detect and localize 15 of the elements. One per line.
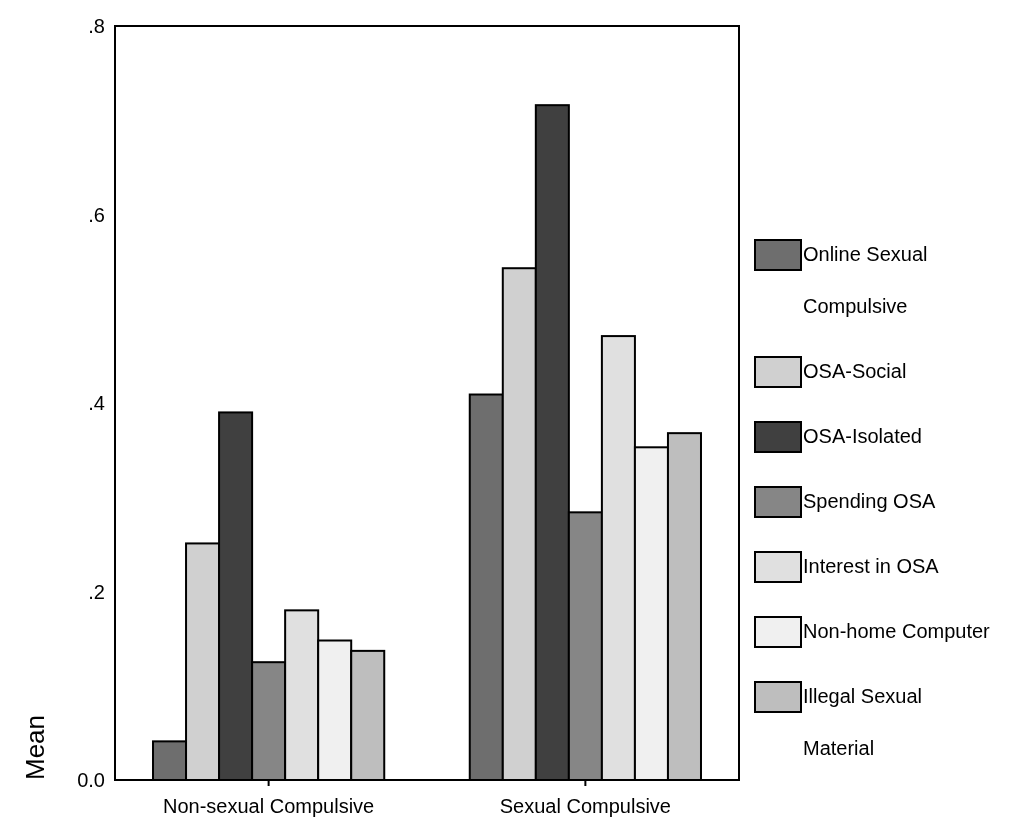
y-tick-label: 0.0 — [77, 769, 105, 791]
x-tick-label: Sexual Compulsive — [499, 795, 671, 817]
y-tick-label: .6 — [88, 203, 105, 226]
legend-label: OSA-Isolated — [803, 425, 922, 447]
y-axis-title: Mean — [20, 714, 50, 780]
text: Illegal Sexual Material — [803, 685, 922, 759]
legend-label: Interest in OSA — [803, 555, 940, 577]
x-tick-label: Non-sexual Compulsive — [163, 795, 375, 817]
text: Online Sexual Compulsive — [803, 243, 928, 317]
legend-label: Spending OSA — [803, 490, 936, 512]
legend-label: Non-home Computer — [803, 620, 991, 642]
y-tick-label: .2 — [88, 580, 105, 603]
legend-label: OSA-Social — [803, 360, 907, 382]
y-tick-label: .4 — [88, 392, 105, 414]
y-tick-label: .8 — [88, 15, 105, 37]
